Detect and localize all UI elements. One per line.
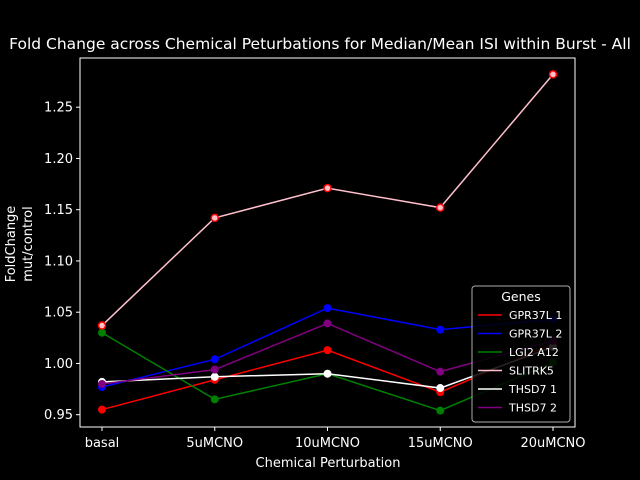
- data-point-gpr37l-2: [436, 325, 445, 334]
- data-point-thsd7-2: [436, 367, 445, 376]
- data-point-lgi2-a12: [98, 328, 106, 337]
- data-point-gpr37l-2: [323, 304, 332, 313]
- x-axis: basal 5uMCNO 10uMCNO 15uMCNO 20uMCNO: [85, 427, 586, 451]
- x-tick-label: 5uMCNO: [186, 436, 243, 451]
- data-point-thsd7-2: [98, 379, 106, 388]
- data-point-gpr37l-2: [210, 355, 219, 364]
- data-point-thsd7-2: [323, 319, 332, 328]
- data-point-gpr37l-1: [98, 405, 106, 414]
- x-tick-label: 10uMCNO: [295, 436, 360, 451]
- x-tick-label: basal: [85, 436, 120, 451]
- legend-item-thsd7-2: THSD7 2: [478, 402, 557, 415]
- data-point-thsd7-2: [210, 365, 219, 374]
- data-point-slitrk5: [97, 321, 107, 330]
- legend-item-lgi2-a12: LGI2 A12: [478, 346, 559, 359]
- legend-label: GPR37L 1: [509, 309, 562, 322]
- series-slitrk5: [97, 70, 558, 330]
- data-point-thsd7-1: [323, 369, 332, 378]
- chart-title: Fold Change across Chemical Peturbations…: [9, 35, 631, 53]
- legend: Genes GPR37L 1 GPR37L 2 LGI2 A12 SLITRK5 THS…: [471, 285, 571, 423]
- legend-item-slitrk5: SLITRK5: [478, 365, 554, 378]
- legend-title: Genes: [501, 289, 541, 304]
- y-axis-title: FoldChange mut/control: [4, 206, 36, 283]
- legend-item-gpr37l-1: GPR37L 1: [478, 309, 562, 322]
- legend-label: LGI2 A12: [509, 346, 559, 359]
- x-tick-label: 20uMCNO: [520, 436, 585, 451]
- y-tick-label: 1.20: [44, 152, 73, 167]
- y-tick-label: 1.10: [44, 254, 73, 269]
- y-tick-label: 1.05: [44, 306, 73, 321]
- data-point-lgi2-a12: [436, 406, 445, 415]
- legend-label: SLITRK5: [509, 365, 554, 378]
- legend-label: THSD7 2: [508, 402, 557, 415]
- x-axis-title: Chemical Perturbation: [256, 456, 401, 471]
- legend-label: GPR37L 2: [509, 328, 562, 341]
- data-point-slitrk5: [323, 183, 332, 193]
- y-axis-title-line-2: mut/control: [21, 206, 36, 281]
- y-tick-label: 0.95: [44, 408, 73, 423]
- data-point-lgi2-a12: [210, 395, 219, 404]
- legend-label: THSD7 1: [508, 383, 557, 396]
- y-tick-label: 1.15: [44, 203, 73, 218]
- data-point-thsd7-1: [436, 384, 445, 393]
- data-point-slitrk5: [548, 70, 558, 79]
- y-tick-label: 1.00: [44, 357, 73, 372]
- legend-items: GPR37L 1 GPR37L 2 LGI2 A12 SLITRK5 THSD7 1 TH…: [478, 309, 562, 415]
- x-tick-label: 15uMCNO: [408, 436, 473, 451]
- data-point-gpr37l-1: [323, 346, 332, 355]
- y-axis-title-line-1: FoldChange: [4, 206, 19, 283]
- legend-box: [471, 285, 571, 423]
- data-point-slitrk5: [436, 203, 445, 212]
- data-point-thsd7-1: [210, 372, 219, 381]
- y-tick-label: 1.25: [44, 101, 73, 116]
- legend-item-thsd7-1: THSD7 1: [478, 383, 557, 396]
- legend-item-gpr37l-2: GPR37L 2: [478, 328, 562, 341]
- y-axis: 0.95 1.00 1.05 1.10 1.15 1.20 1.25: [44, 101, 80, 423]
- data-point-slitrk5: [210, 213, 219, 223]
